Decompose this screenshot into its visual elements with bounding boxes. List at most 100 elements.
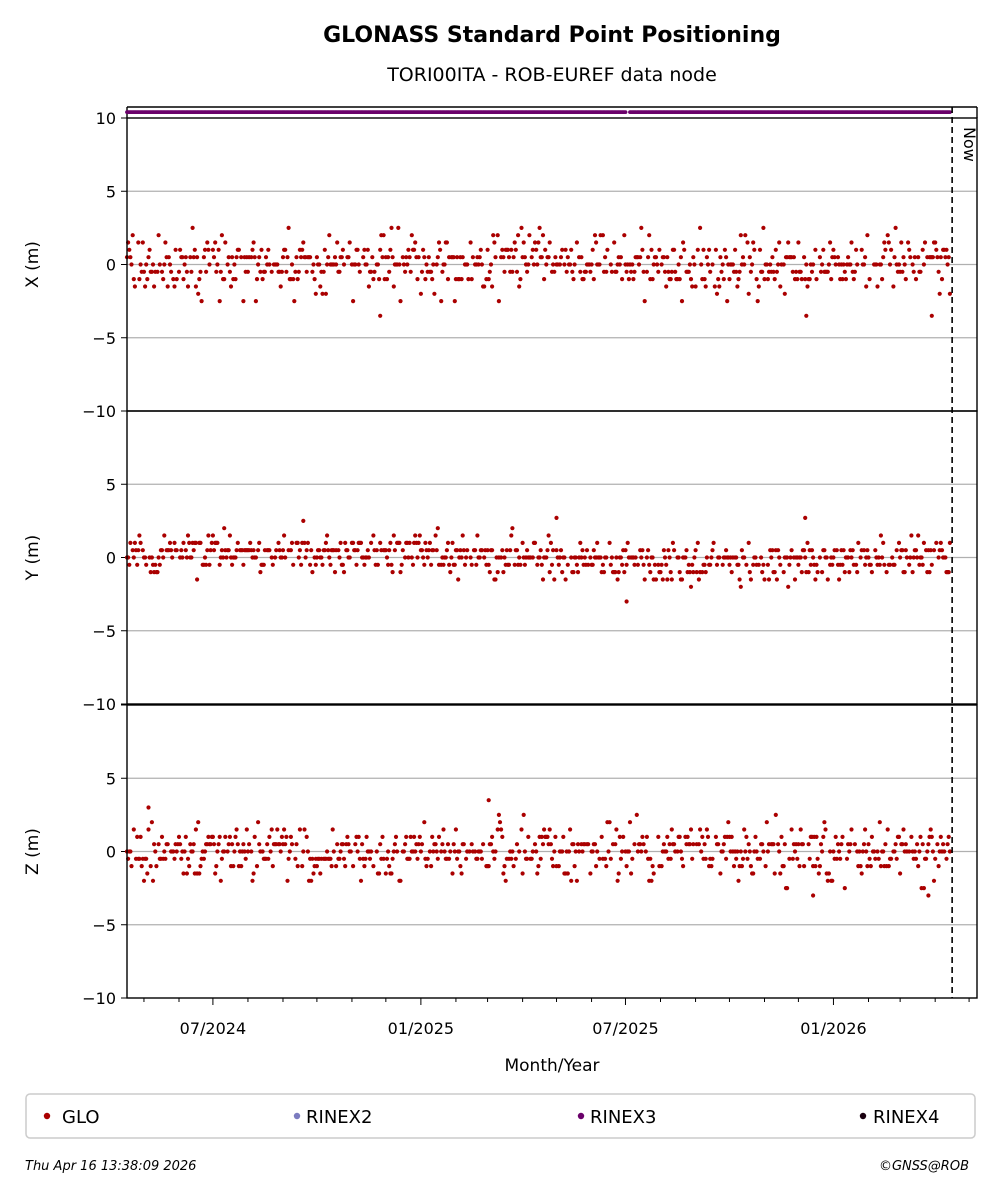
glo-point <box>704 827 710 832</box>
y-tick-label: 5 <box>106 769 116 788</box>
glo-point <box>944 247 949 252</box>
glo-point <box>644 269 650 274</box>
glo-point <box>226 842 231 847</box>
glo-point <box>947 291 953 296</box>
glo-point <box>690 856 695 861</box>
glo-point <box>921 540 927 546</box>
glo-point <box>172 540 177 546</box>
glo-point <box>205 240 210 245</box>
glo-point <box>669 269 674 274</box>
glo-point <box>477 255 482 260</box>
glo-point <box>198 269 203 274</box>
y-tick-label: −5 <box>92 622 116 641</box>
glo-point <box>806 570 811 575</box>
glo-point <box>537 555 542 560</box>
glo-point <box>263 255 269 260</box>
glo-point <box>930 255 936 260</box>
glo-point <box>138 262 143 267</box>
glo-point <box>473 548 478 553</box>
glo-point <box>754 849 759 854</box>
glo-point <box>208 842 213 847</box>
glo-point <box>439 299 444 304</box>
glo-point <box>288 834 293 840</box>
glo-point <box>692 555 697 560</box>
glo-point <box>408 834 413 840</box>
glo-point <box>245 269 250 274</box>
glo-point <box>639 849 644 854</box>
glo-point <box>338 849 343 854</box>
glo-point <box>154 864 159 869</box>
glo-point <box>746 291 751 296</box>
glo-point <box>366 284 371 289</box>
glo-point <box>735 284 740 289</box>
glo-point <box>650 277 655 282</box>
glo-point <box>790 269 795 274</box>
glo-point <box>469 562 474 567</box>
glo-point <box>855 570 860 575</box>
glo-point <box>257 255 262 260</box>
glo-point <box>233 834 238 840</box>
glo-point <box>354 562 359 567</box>
glo-point <box>330 827 335 832</box>
glo-point <box>891 284 896 289</box>
glo-point <box>232 262 237 267</box>
glo-point <box>182 262 187 267</box>
glo-point <box>433 842 438 847</box>
glo-point <box>744 834 749 840</box>
glo-point <box>872 849 877 854</box>
glo-point <box>474 562 479 567</box>
glo-point <box>401 849 406 854</box>
glo-point <box>929 834 934 840</box>
glo-point <box>799 277 804 282</box>
glo-point <box>467 849 472 854</box>
glo-point <box>795 856 800 861</box>
glo-point <box>369 849 374 854</box>
glo-point <box>916 864 921 869</box>
glo-point <box>894 548 899 553</box>
glo-point <box>700 834 705 840</box>
glo-point <box>369 269 374 274</box>
glo-point <box>806 842 811 847</box>
glo-point <box>157 562 162 567</box>
glo-point <box>221 555 226 560</box>
glo-point <box>362 247 367 252</box>
glo-point <box>204 562 209 567</box>
glo-point <box>928 548 933 553</box>
glo-point <box>892 562 897 567</box>
glo-point <box>551 864 556 869</box>
glo-point <box>842 886 847 891</box>
y-tick-label: 5 <box>106 475 116 494</box>
glo-point <box>300 864 305 869</box>
glo-point <box>327 233 332 238</box>
glo-point <box>491 233 496 238</box>
glo-point <box>900 842 905 847</box>
glo-point <box>659 864 664 869</box>
glo-point <box>419 842 425 847</box>
glo-point <box>776 548 781 553</box>
glo-point <box>881 849 886 854</box>
glo-point <box>838 856 843 861</box>
glo-point <box>653 255 659 260</box>
glo-point <box>488 262 494 267</box>
glo-point <box>742 262 747 267</box>
glo-point <box>378 313 383 318</box>
glo-point <box>509 533 514 538</box>
glo-point <box>802 548 807 553</box>
glo-point <box>574 240 580 245</box>
y-tick-label: 0 <box>106 549 116 568</box>
glo-point <box>421 555 426 560</box>
glo-point <box>851 277 856 282</box>
glo-point <box>452 562 457 567</box>
glo-point <box>487 269 492 274</box>
glo-point <box>270 864 275 869</box>
glo-point <box>539 255 544 260</box>
glo-point <box>487 570 492 575</box>
glo-point <box>694 570 699 575</box>
glo-point <box>904 555 910 560</box>
glo-point <box>429 269 434 274</box>
glo-point <box>778 871 783 876</box>
glo-point <box>890 555 895 560</box>
glo-point <box>295 277 300 282</box>
glo-point <box>509 247 514 252</box>
glo-point <box>946 570 951 575</box>
